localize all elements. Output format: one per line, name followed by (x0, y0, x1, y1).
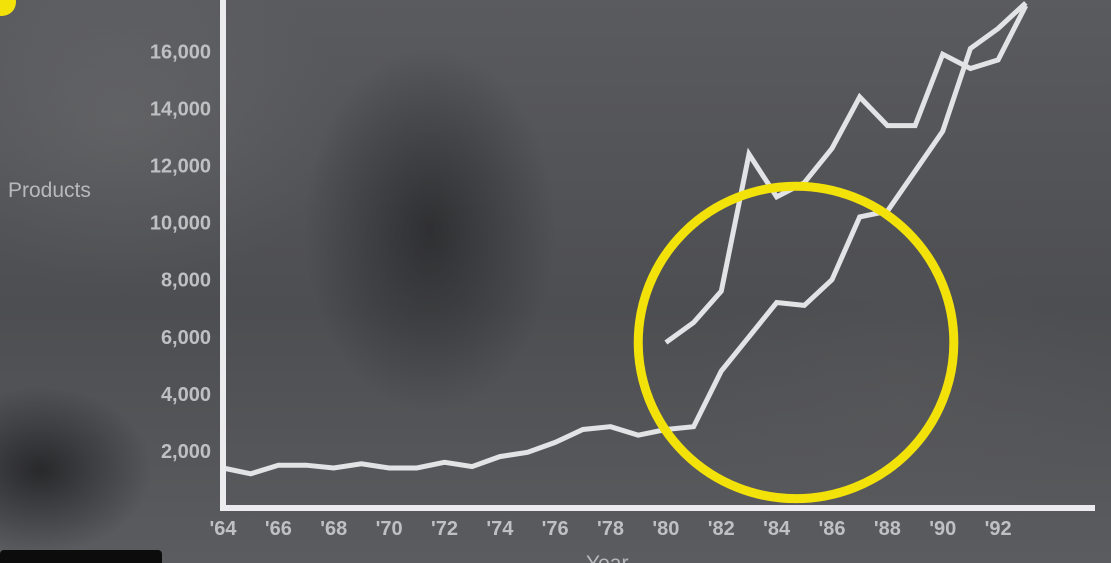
series-line-2 (664, 4, 1029, 345)
x-tick-label: '90 (929, 518, 956, 540)
x-tick-label: '68 (320, 518, 347, 540)
y-tick-label: 14,000 (150, 98, 211, 120)
y-tick-label: 10,000 (150, 213, 211, 235)
x-tick-label: '64 (209, 518, 237, 540)
x-tick-label: '78 (597, 518, 624, 540)
axes (220, 0, 1095, 511)
x-tick-labels: '64 '66 '68 '70 '72 '74 '76 '78 '80 '82 '84 '86 '88 '… (209, 518, 1011, 540)
x-tick-label: '84 (763, 518, 791, 540)
y-tick-label: 2,000 (161, 441, 211, 463)
overlay-box (0, 550, 162, 563)
y-tick-label: 8,000 (161, 270, 211, 292)
series-lines (222, 1, 1029, 477)
x-tick-label: '88 (874, 518, 901, 540)
series-line-1 (222, 1, 1028, 477)
x-tick-label: '72 (431, 518, 458, 540)
x-tick-label: '76 (542, 518, 569, 540)
y-tick-label: 4,000 (161, 384, 211, 406)
x-axis-label: Year (586, 552, 628, 563)
y-tick-label: 6,000 (161, 327, 211, 349)
x-tick-label: '86 (819, 518, 846, 540)
x-tick-label: '82 (708, 518, 735, 540)
y-axis-label: Products (8, 179, 91, 202)
y-tick-label: 16,000 (150, 41, 211, 63)
x-tick-label: '70 (376, 518, 403, 540)
highlight-circle (633, 181, 959, 504)
annotations (633, 181, 959, 504)
x-tick-label: '74 (486, 518, 514, 540)
x-tick-label: '92 (985, 518, 1012, 540)
y-tick-label: 12,000 (150, 156, 211, 178)
x-tick-label: '66 (265, 518, 292, 540)
x-tick-label: '80 (652, 518, 679, 540)
y-tick-labels: 2,000 4,000 6,000 8,000 10,000 12,000 14,000 16… (150, 41, 211, 463)
